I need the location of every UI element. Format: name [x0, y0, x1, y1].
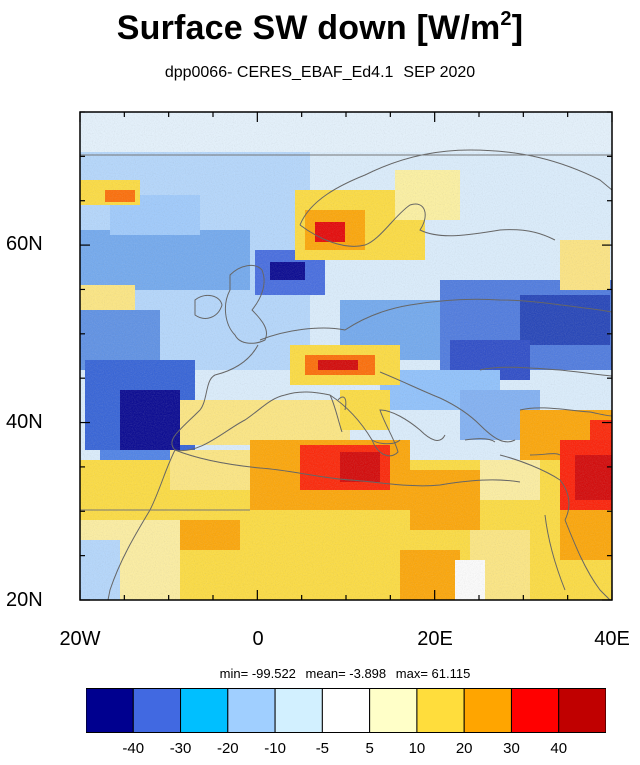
stat-mean: mean= -3.898 [305, 666, 387, 681]
colorbar-swatch [558, 688, 606, 733]
colorbar-swatch [274, 688, 323, 733]
x-tick-label-40e: 40E [594, 628, 630, 650]
colorbar-label: -40 [122, 740, 145, 757]
anomaly-field [80, 112, 612, 600]
colorbar-swatch [510, 688, 560, 733]
stat-max: max= 61.115 [395, 666, 471, 681]
colorbar-label: 30 [503, 740, 520, 757]
field-statistics: min= -99.522 mean= -3.898 max= 61.115 [0, 666, 640, 681]
border-lines [80, 154, 612, 511]
plot-title: Surface SW down [W/m2] [116, 8, 524, 47]
x-tick-label-20e: 20E [417, 628, 453, 650]
colorbar [86, 688, 606, 733]
colorbar-swatch [227, 688, 276, 733]
colorbar-swatch [463, 688, 512, 733]
colorbar-swatch [180, 688, 229, 733]
colorbar-label: 5 [365, 740, 374, 757]
colorbar-label: -10 [264, 740, 286, 757]
colorbar-swatch [369, 688, 418, 733]
colorbar-label: -20 [216, 740, 239, 757]
colorbar-swatch [321, 688, 371, 733]
x-tick-label-0: 0 [252, 628, 264, 650]
y-tick-label-40n: 40N [6, 411, 43, 433]
colorbar-swatch [86, 688, 134, 733]
axis-ticks [79, 111, 613, 601]
colorbar-label: -5 [315, 740, 330, 757]
colorbar-swatch [416, 688, 465, 733]
colorbar-label: -30 [169, 740, 192, 757]
colorbar-label: 40 [550, 740, 568, 757]
stat-min: min= -99.522 [219, 666, 296, 681]
colorbar-label: 20 [455, 740, 473, 757]
x-tick-label-20w: 20W [59, 628, 101, 650]
colorbar-label: 10 [408, 740, 426, 757]
y-tick-label-60n: 60N [6, 233, 43, 255]
y-tick-label-20n: 20N [6, 589, 43, 611]
plot-subtitle: dpp0066- CERES_EBAF_Ed4.1 SEP 2020 [164, 64, 476, 81]
colorbar-swatch [132, 688, 182, 733]
